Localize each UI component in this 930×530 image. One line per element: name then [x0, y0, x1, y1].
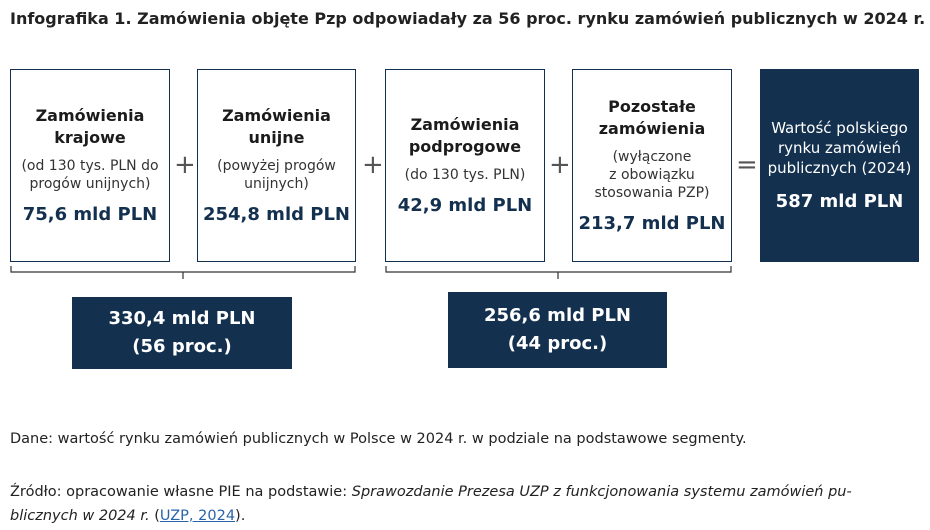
segment-value: 254,8 mld PLN	[202, 203, 350, 225]
segment-name: Zamówienia unijne	[222, 105, 331, 147]
sum-value: 256,6 mld PLN	[483, 305, 631, 326]
segment-name: Pozostałe zamówienia	[598, 96, 706, 138]
sum-share: (44 proc.)	[507, 333, 608, 354]
group-bracket-right	[385, 266, 732, 279]
segment-value: 42,9 mld PLN	[397, 194, 533, 216]
segment-value: 75,6 mld PLN	[22, 203, 158, 225]
segment-description: (do 130 tys. PLN)	[404, 166, 526, 183]
sum-value: 330,4 mld PLN	[108, 308, 256, 329]
infographic-title: Infografika 1. Zamówienia objęte Pzp odp…	[10, 9, 926, 28]
source-link[interactable]: UZP, 2024	[159, 508, 236, 524]
sum-box-pzp: 330,4 mld PLN (56 proc.)	[72, 297, 292, 369]
segment-name: Zamówienia podprogowe	[408, 114, 522, 156]
plus-operator: +	[174, 150, 196, 180]
segment-description: (wyłączone z obowiązku stosowania PZP)	[594, 148, 710, 201]
segment-description: (powyżej progów unijnych)	[217, 157, 336, 192]
segment-value: 213,7 mld PLN	[578, 212, 726, 234]
plus-operator: +	[549, 150, 571, 180]
data-note: Dane: wartość rynku zamówień publicznych…	[10, 431, 747, 447]
segment-box-pozostale: Pozostałe zamówienia (wyłączone z obowią…	[572, 69, 732, 262]
segment-box-unijne: Zamówienia unijne (powyżej progów unijny…	[197, 69, 356, 262]
segment-description: (od 130 tys. PLN do progów unijnych)	[21, 157, 159, 192]
sum-share: (56 proc.)	[132, 336, 232, 357]
segment-name: Zamówienia krajowe	[35, 105, 145, 147]
total-description: Wartość polskiego rynku zamówień publicz…	[767, 118, 912, 177]
segment-box-podprogowe: Zamówienia podprogowe (do 130 tys. PLN) …	[385, 69, 545, 262]
group-bracket-left	[10, 266, 356, 279]
plus-operator: +	[362, 150, 384, 180]
sum-box-other: 256,6 mld PLN (44 proc.)	[448, 292, 667, 368]
equals-operator: =	[736, 150, 758, 180]
total-market-box: Wartość polskiego rynku zamówień publicz…	[760, 69, 919, 262]
source-note: Źródło: opracowanie własne PIE na podsta…	[10, 484, 852, 524]
total-value: 587 mld PLN	[775, 190, 904, 212]
segment-box-krajowe: Zamówienia krajowe (od 130 tys. PLN do p…	[10, 69, 170, 262]
